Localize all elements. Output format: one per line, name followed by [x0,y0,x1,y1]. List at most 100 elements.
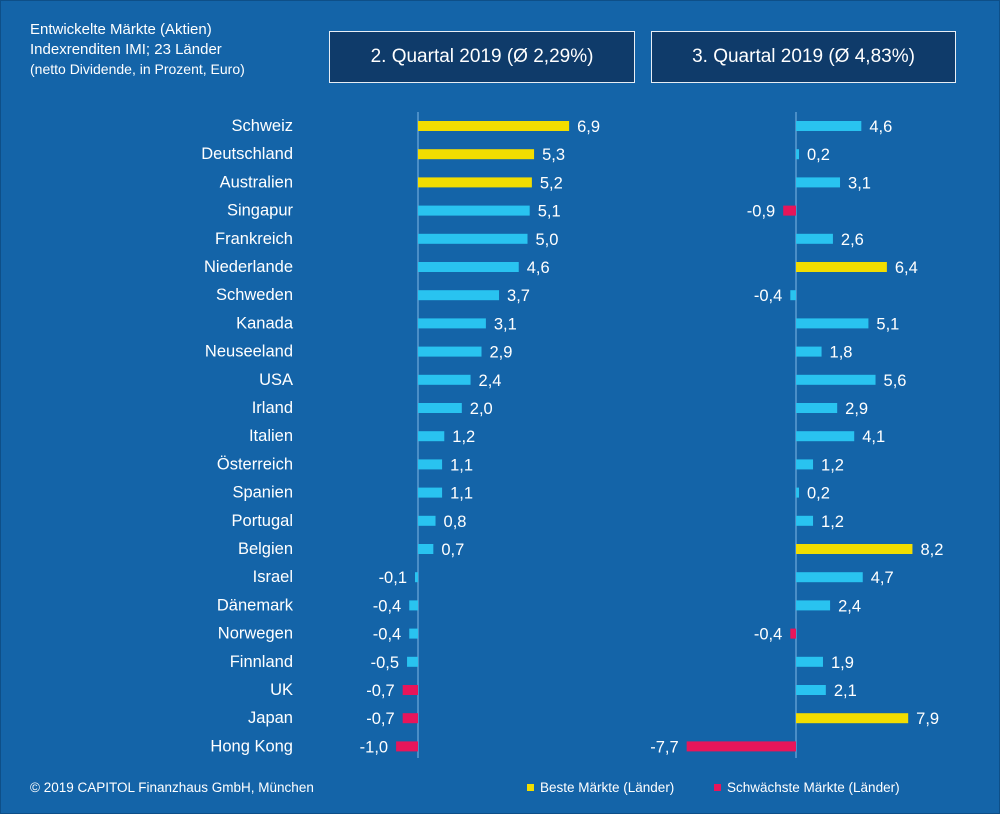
data-label: 4,6 [869,118,892,136]
data-label: -0,9 [747,203,775,221]
bar [418,487,443,498]
bar [418,149,535,160]
bar [796,262,887,272]
bar [415,572,418,583]
category-label: Portugal [232,512,293,530]
bar [796,487,799,498]
data-label: 5,6 [884,372,907,390]
data-label: 1,1 [450,456,473,474]
bar [418,262,519,272]
data-label: 0,7 [441,541,464,559]
data-label: 1,2 [452,428,475,446]
category-label: Spanien [232,484,293,502]
data-label: -7,7 [650,738,678,756]
data-label: 5,0 [536,231,559,249]
data-label: 8,2 [920,541,943,559]
header-subtitle: Indexrenditen IMI; 23 Länder [30,41,222,58]
category-label: Norwegen [218,625,293,643]
data-label: -0,4 [373,597,401,615]
category-label: Israel [253,568,293,586]
category-label: UK [270,681,293,699]
bar [418,290,500,301]
bar [402,713,418,724]
bar [796,656,823,667]
category-label: Schweiz [232,117,293,135]
bar [409,600,418,611]
data-label: 6,4 [895,259,918,277]
bar [418,544,434,554]
bar [418,177,532,188]
category-label: Kanada [236,314,294,332]
bar [418,374,471,385]
category-label: Niederlande [204,258,293,276]
data-label: 1,9 [831,654,854,672]
bar [418,515,436,526]
category-label: Deutschland [201,145,293,163]
bar [418,431,445,442]
legend-best-swatch [527,784,534,791]
header-note: (netto Dividende, in Prozent, Euro) [30,61,245,77]
data-label: 0,2 [807,485,830,503]
bar [790,290,796,301]
category-label: Irland [252,399,293,417]
bar [796,121,862,131]
bar [686,741,796,752]
data-label: 5,1 [876,315,899,333]
bar [418,233,528,244]
category-label: Finnland [230,653,293,671]
data-label: 0,2 [807,146,830,164]
legend-worst-swatch [714,784,721,791]
bar [796,177,841,188]
data-label: -0,5 [371,654,399,672]
bar [796,318,869,329]
category-label: Australien [220,173,293,191]
data-label: -0,1 [379,569,407,587]
category-label: Belgien [238,540,293,558]
data-label: 0,8 [444,513,467,531]
category-label: Neuseeland [205,343,293,361]
data-label: -0,4 [373,626,401,644]
bar [418,459,443,470]
data-label: 2,0 [470,400,493,418]
data-label: 3,1 [848,174,871,192]
bar [407,656,418,667]
data-label: 2,9 [490,344,513,362]
bar [402,685,418,695]
bar [418,318,486,329]
bar [796,149,799,160]
category-label: Hong Kong [210,737,293,755]
legend-best: Beste Märkte (Länder) [527,780,674,795]
bar [796,713,909,724]
category-label: Schweden [216,286,293,304]
data-label: 3,7 [507,287,530,305]
data-label: 2,4 [838,597,861,615]
category-label: USA [259,371,293,389]
category-label: Italien [249,427,293,445]
bar [796,572,863,583]
category-label: Singapur [227,202,294,220]
data-label: -1,0 [360,738,388,756]
category-label: Japan [248,709,293,727]
data-label: 2,9 [845,400,868,418]
bar [796,233,833,244]
data-label: 1,8 [830,344,853,362]
bar [418,403,462,413]
data-label: -0,7 [366,682,394,700]
category-label: Dänemark [217,596,294,614]
data-label: 1,2 [821,513,844,531]
category-label: Österreich [217,455,293,473]
data-label: 3,1 [494,315,517,333]
data-label: 5,3 [542,146,565,164]
bar [396,741,418,752]
bar [796,600,831,611]
chart-header: Entwickelte Märkte (Aktien) Indexrendite… [30,20,330,79]
bar [418,205,530,216]
legend-best-label: Beste Märkte (Länder) [540,780,675,795]
bar [796,685,826,695]
bar [409,628,418,639]
data-label: -0,4 [754,626,782,644]
category-label: Frankreich [215,230,293,248]
data-label: 1,1 [450,485,473,503]
data-label: 1,2 [821,456,844,474]
